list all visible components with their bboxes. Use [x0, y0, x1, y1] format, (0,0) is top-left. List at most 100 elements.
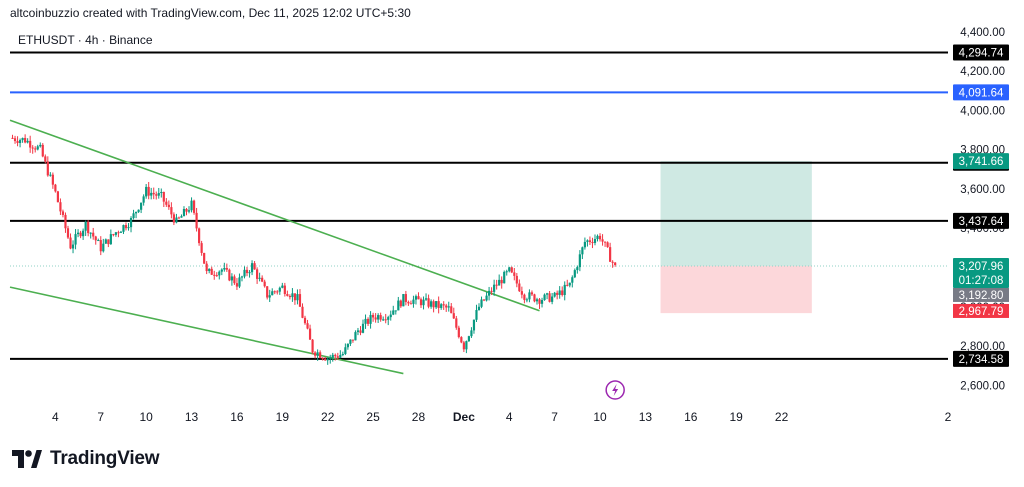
- candle-39[interactable]: [109, 229, 112, 245]
- candle-80[interactable]: [213, 270, 216, 280]
- candle-74[interactable]: [198, 227, 201, 246]
- candle-128[interactable]: [334, 353, 337, 361]
- candle-189[interactable]: [487, 286, 491, 301]
- candle-122[interactable]: [319, 350, 322, 359]
- candle-27[interactable]: [79, 230, 82, 239]
- candle-144[interactable]: [374, 313, 377, 323]
- candle-4[interactable]: [21, 137, 24, 143]
- level-badge-1[interactable]: 4,091.64: [953, 84, 1009, 101]
- candle-230[interactable]: [591, 237, 594, 249]
- candle-62[interactable]: [167, 200, 170, 210]
- gray-marker-badge[interactable]: 3,192.80: [953, 287, 1009, 302]
- candle-78[interactable]: [208, 268, 211, 274]
- candle-153[interactable]: [397, 296, 400, 311]
- candle-183[interactable]: [472, 319, 476, 334]
- candle-32[interactable]: [92, 227, 95, 240]
- candle-118[interactable]: [308, 324, 312, 340]
- candle-210[interactable]: [540, 297, 544, 308]
- candle-11[interactable]: [39, 142, 42, 148]
- candle-234[interactable]: [601, 234, 604, 246]
- candle-213[interactable]: [548, 291, 551, 303]
- candle-164[interactable]: [424, 293, 428, 301]
- candle-133[interactable]: [346, 343, 349, 350]
- candle-111[interactable]: [291, 288, 294, 302]
- candle-53[interactable]: [145, 184, 148, 199]
- candle-44[interactable]: [122, 224, 125, 235]
- candle-115[interactable]: [301, 303, 304, 319]
- candle-180[interactable]: [465, 340, 468, 354]
- candle-198[interactable]: [510, 266, 513, 274]
- candle-104[interactable]: [273, 290, 276, 295]
- candle-168[interactable]: [435, 301, 438, 310]
- candle-236[interactable]: [606, 241, 609, 248]
- candle-14[interactable]: [46, 156, 49, 177]
- candle-186[interactable]: [480, 296, 483, 309]
- candle-192[interactable]: [495, 279, 498, 290]
- candle-9[interactable]: [34, 146, 37, 153]
- candle-26[interactable]: [76, 229, 80, 238]
- candle-176[interactable]: [455, 315, 458, 330]
- candle-187[interactable]: [482, 299, 486, 302]
- candle-19[interactable]: [59, 198, 62, 215]
- candle-28[interactable]: [82, 228, 85, 240]
- candle-49[interactable]: [134, 211, 138, 219]
- candle-13[interactable]: [44, 154, 47, 164]
- candle-217[interactable]: [558, 286, 561, 299]
- candle-156[interactable]: [404, 290, 407, 306]
- candle-152[interactable]: [394, 310, 397, 315]
- candle-155[interactable]: [402, 293, 405, 307]
- candle-73[interactable]: [195, 207, 198, 232]
- candle-146[interactable]: [379, 312, 382, 322]
- candle-220[interactable]: [566, 279, 569, 287]
- candle-215[interactable]: [553, 291, 556, 298]
- candle-116[interactable]: [303, 315, 307, 325]
- candle-139[interactable]: [361, 319, 365, 334]
- candle-60[interactable]: [162, 191, 165, 207]
- profit-zone[interactable]: [660, 161, 812, 266]
- candle-88[interactable]: [233, 274, 236, 285]
- candle-188[interactable]: [485, 292, 488, 302]
- candle-238[interactable]: [611, 260, 614, 268]
- candle-207[interactable]: [533, 293, 536, 303]
- candle-103[interactable]: [271, 288, 274, 296]
- candle-205[interactable]: [528, 289, 531, 303]
- candle-36[interactable]: [102, 238, 105, 253]
- candle-110[interactable]: [288, 294, 291, 300]
- candle-203[interactable]: [523, 293, 526, 304]
- candle-202[interactable]: [520, 286, 523, 299]
- candle-75[interactable]: [200, 240, 203, 256]
- candle-67[interactable]: [180, 214, 183, 218]
- candle-47[interactable]: [129, 216, 133, 233]
- candle-42[interactable]: [117, 230, 120, 238]
- candle-174[interactable]: [450, 303, 453, 314]
- candle-10[interactable]: [36, 144, 39, 151]
- candle-223[interactable]: [573, 268, 576, 279]
- candle-165[interactable]: [427, 294, 430, 309]
- candle-94[interactable]: [248, 270, 251, 278]
- candle-18[interactable]: [56, 190, 60, 203]
- candle-171[interactable]: [442, 301, 445, 310]
- candle-82[interactable]: [218, 270, 221, 280]
- candle-199[interactable]: [513, 267, 516, 281]
- candle-24[interactable]: [71, 240, 75, 254]
- candle-204[interactable]: [525, 297, 529, 303]
- candle-179[interactable]: [462, 340, 465, 353]
- candle-196[interactable]: [505, 269, 508, 276]
- candle-71[interactable]: [190, 197, 193, 213]
- candle-102[interactable]: [268, 289, 271, 303]
- candle-206[interactable]: [530, 290, 534, 296]
- candle-173[interactable]: [447, 301, 450, 312]
- candle-185[interactable]: [477, 303, 481, 311]
- candle-3[interactable]: [18, 138, 22, 148]
- candle-130[interactable]: [339, 350, 342, 359]
- candle-51[interactable]: [140, 202, 143, 214]
- candle-59[interactable]: [160, 188, 163, 198]
- candle-57[interactable]: [155, 191, 158, 200]
- candle-33[interactable]: [94, 235, 97, 245]
- candle-87[interactable]: [230, 273, 233, 286]
- candle-170[interactable]: [440, 303, 443, 310]
- candle-194[interactable]: [500, 276, 503, 289]
- candle-145[interactable]: [377, 313, 380, 323]
- candle-100[interactable]: [263, 279, 266, 288]
